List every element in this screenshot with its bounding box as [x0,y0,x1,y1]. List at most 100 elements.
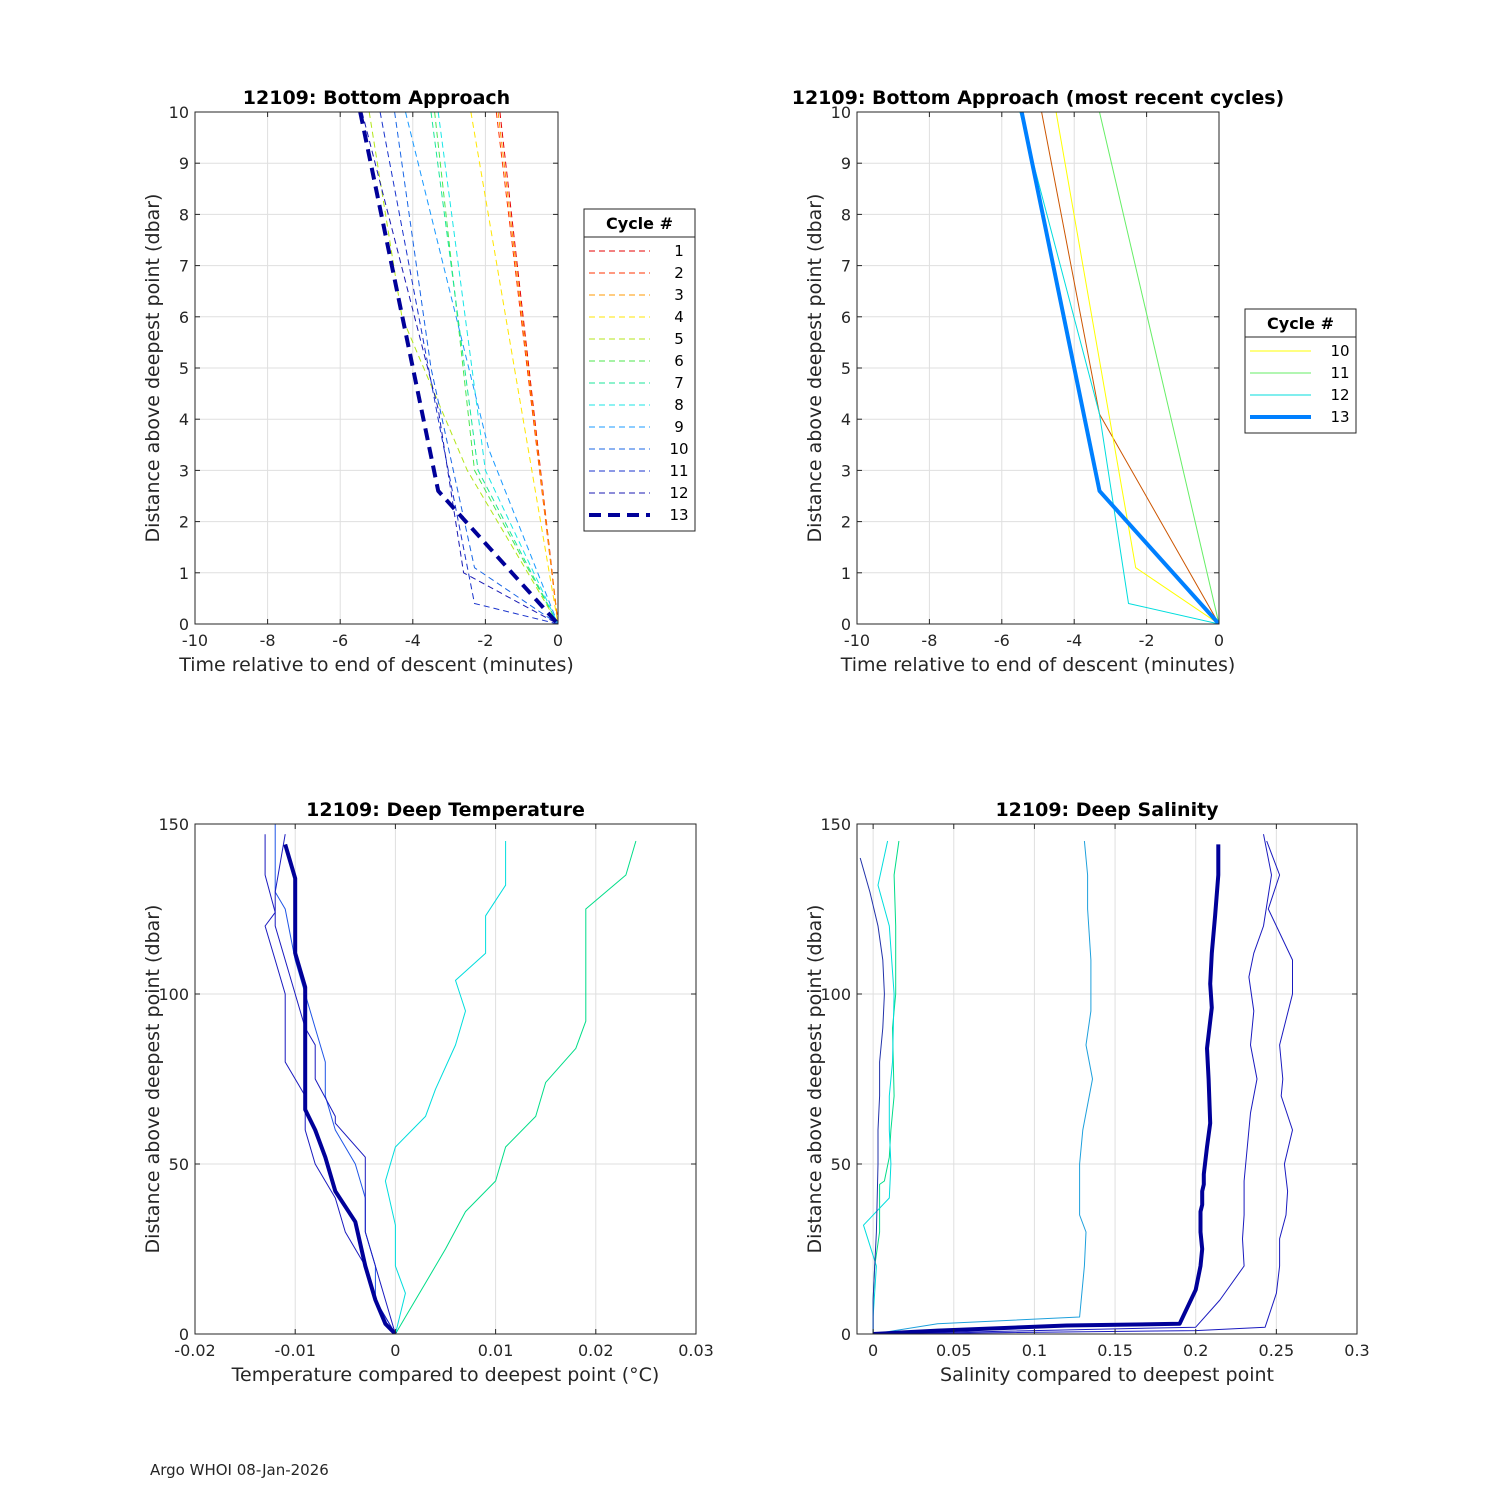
y-tick-label: 2 [179,513,189,532]
x-tick-label: 0.15 [1097,1341,1133,1360]
x-axis-label: Time relative to end of descent (minutes… [178,654,574,676]
x-tick-label: -4 [1066,631,1082,650]
legend-entry-label: 11 [669,462,688,480]
series-line-cycle-8 [394,840,637,1334]
y-tick-label: 0 [179,1325,189,1344]
legend-entry-label: 2 [674,264,684,282]
legend-entry-label: 1 [674,242,684,260]
y-tick-label: 1 [179,564,189,583]
y-tick-label: 50 [831,1155,851,1174]
legend-entry-label: 4 [674,308,684,326]
series-line-cycle-9 [863,840,895,1334]
x-tick-label: 0.02 [578,1341,614,1360]
legend-entry-label: 6 [674,352,684,370]
series-group [1019,112,1219,624]
x-tick-label: 0.1 [1022,1341,1047,1360]
legend-title: Cycle # [1267,314,1334,333]
y-tick-label: 100 [820,985,851,1004]
legend-entry-label: 12 [1330,386,1349,404]
x-tick-label: -6 [332,631,348,650]
axes-box [194,823,697,1335]
chart-title: 12109: Deep Salinity [995,799,1219,821]
y-tick-label: 150 [158,815,189,834]
y-tick-label: 9 [179,154,189,173]
series-line-cycle-10 [873,840,1093,1334]
y-tick-label: 0 [841,615,851,634]
chart-title: 12109: Deep Temperature [306,799,585,821]
series-group [859,834,1293,1334]
series-line-cycle-2 [495,112,558,624]
series-line-cycle-11 [379,112,558,624]
y-tick-label: 10 [169,103,189,122]
y-axis-label: Distance above deepest point (dbar) [142,194,164,543]
legend-entry-label: 5 [674,330,684,348]
series-line-cycle-13 [872,844,1221,1334]
series-line-cycle-13 [358,112,558,624]
legend-entry-label: 13 [1330,408,1349,426]
y-tick-label: 2 [841,513,851,532]
series-group [358,112,558,624]
series-line-cycle-11 [1099,112,1219,624]
y-tick-label: 150 [820,815,851,834]
series-line-cycle-1 [499,112,558,624]
y-tick-label: 0 [841,1325,851,1344]
chart-title: 12109: Bottom Approach [243,87,510,109]
x-tick-label: -10 [182,631,208,650]
panel-deep-temperature: -0.02 -0.01 0 0.01 0.02 0.03 0 50 100 150 12109: D… [142,799,714,1386]
axes-box [856,823,1358,1335]
y-tick-label: 1 [841,564,851,583]
legend-entry-label: 7 [674,374,684,392]
y-tick-label: 7 [841,257,851,276]
series-line-cycle-12b [274,834,396,1334]
legend-entry-label: 12 [669,484,688,502]
series-line-cycle-11 [873,834,1272,1334]
x-tick-label: -10 [844,631,870,650]
x-tick-label: -6 [994,631,1010,650]
legend-title: Cycle # [606,214,673,233]
x-tick-label: -2 [1139,631,1155,650]
y-tick-label: 9 [841,154,851,173]
series-line-cycle-9 [384,841,507,1334]
y-tick-label: 100 [158,985,189,1004]
x-tick-label: 0 [1214,631,1224,650]
x-tick-label: 0.03 [678,1341,714,1360]
x-tick-label: 0 [868,1341,878,1360]
legend-entry-label: 9 [674,418,684,436]
legend-entry-label: 13 [669,506,688,524]
series-line-cycle-10 [1055,112,1219,624]
y-axis-label: Distance above deepest point (dbar) [804,194,826,543]
x-axis-label: Time relative to end of descent (minutes… [840,654,1236,676]
y-tick-label: 6 [179,308,189,327]
x-tick-label: -2 [477,631,493,650]
legend-box [1244,308,1357,434]
y-tick-label: 4 [179,410,189,429]
series-line-cycle-12 [873,840,1293,1334]
x-tick-label: 0.05 [936,1341,972,1360]
x-tick-label: 0.2 [1183,1341,1208,1360]
x-tick-label: -8 [260,631,276,650]
x-tick-label: -0.02 [174,1341,215,1360]
y-tick-label: 4 [841,410,851,429]
series-line-cycle-13 [1019,112,1219,624]
legend-box [583,208,696,532]
series-line-cycle-13 [283,843,397,1334]
series-line-cycle-9 [405,112,558,624]
footer-credit: Argo WHOI 08-Jan-2026 [150,1461,329,1479]
y-tick-label: 8 [179,205,189,224]
legend-entry-label: 8 [674,396,684,414]
y-axis-label: Distance above deepest point (dbar) [142,905,164,1254]
plot-area [857,824,1357,1334]
y-tick-label: 8 [841,205,851,224]
series-line-cycle-12c [859,857,885,1334]
y-tick-label: 5 [179,359,189,378]
y-tick-label: 3 [841,461,851,480]
x-tick-label: 0 [553,631,563,650]
legend-entry-label: 10 [669,440,688,458]
x-tick-label: -4 [405,631,421,650]
x-axis-label: Temperature compared to deepest point (°… [231,1364,660,1386]
series-line-cycle-7 [430,112,558,624]
x-tick-label: -8 [921,631,937,650]
y-tick-label: 6 [841,308,851,327]
